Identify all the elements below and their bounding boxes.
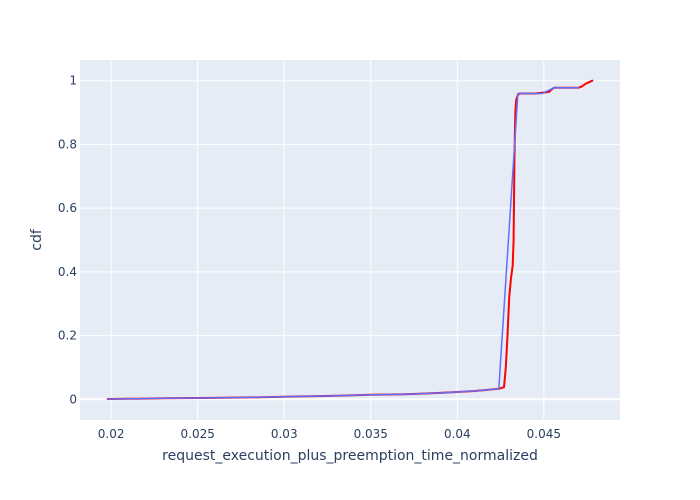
y-tick-label: 0.6 xyxy=(58,201,77,215)
x-tick-label: 0.03 xyxy=(271,427,298,441)
y-tick-label: 0.2 xyxy=(58,329,77,343)
y-tick-label: 0.4 xyxy=(58,265,77,279)
data-series xyxy=(106,79,594,400)
series-line-2 xyxy=(106,86,580,400)
y-axis-ticks: 0 0.2 0.4 0.6 0.8 1 xyxy=(58,74,77,407)
x-tick-label: 0.04 xyxy=(444,427,471,441)
y-tick-label: 0 xyxy=(69,392,77,406)
y-tick-label: 1 xyxy=(69,74,77,88)
x-tick-label: 0.02 xyxy=(98,427,125,441)
x-tick-label: 0.045 xyxy=(527,427,561,441)
x-axis-ticks: 0.02 0.025 0.03 0.035 0.04 0.045 xyxy=(98,427,561,441)
x-axis-title: request_execution_plus_preemption_time_n… xyxy=(162,448,538,464)
y-axis-title: cdf xyxy=(29,228,45,251)
grid-lines xyxy=(80,60,620,420)
y-tick-label: 0.8 xyxy=(58,137,77,151)
x-tick-label: 0.025 xyxy=(181,427,215,441)
plot-area[interactable] xyxy=(80,60,620,420)
x-tick-label: 0.035 xyxy=(354,427,388,441)
